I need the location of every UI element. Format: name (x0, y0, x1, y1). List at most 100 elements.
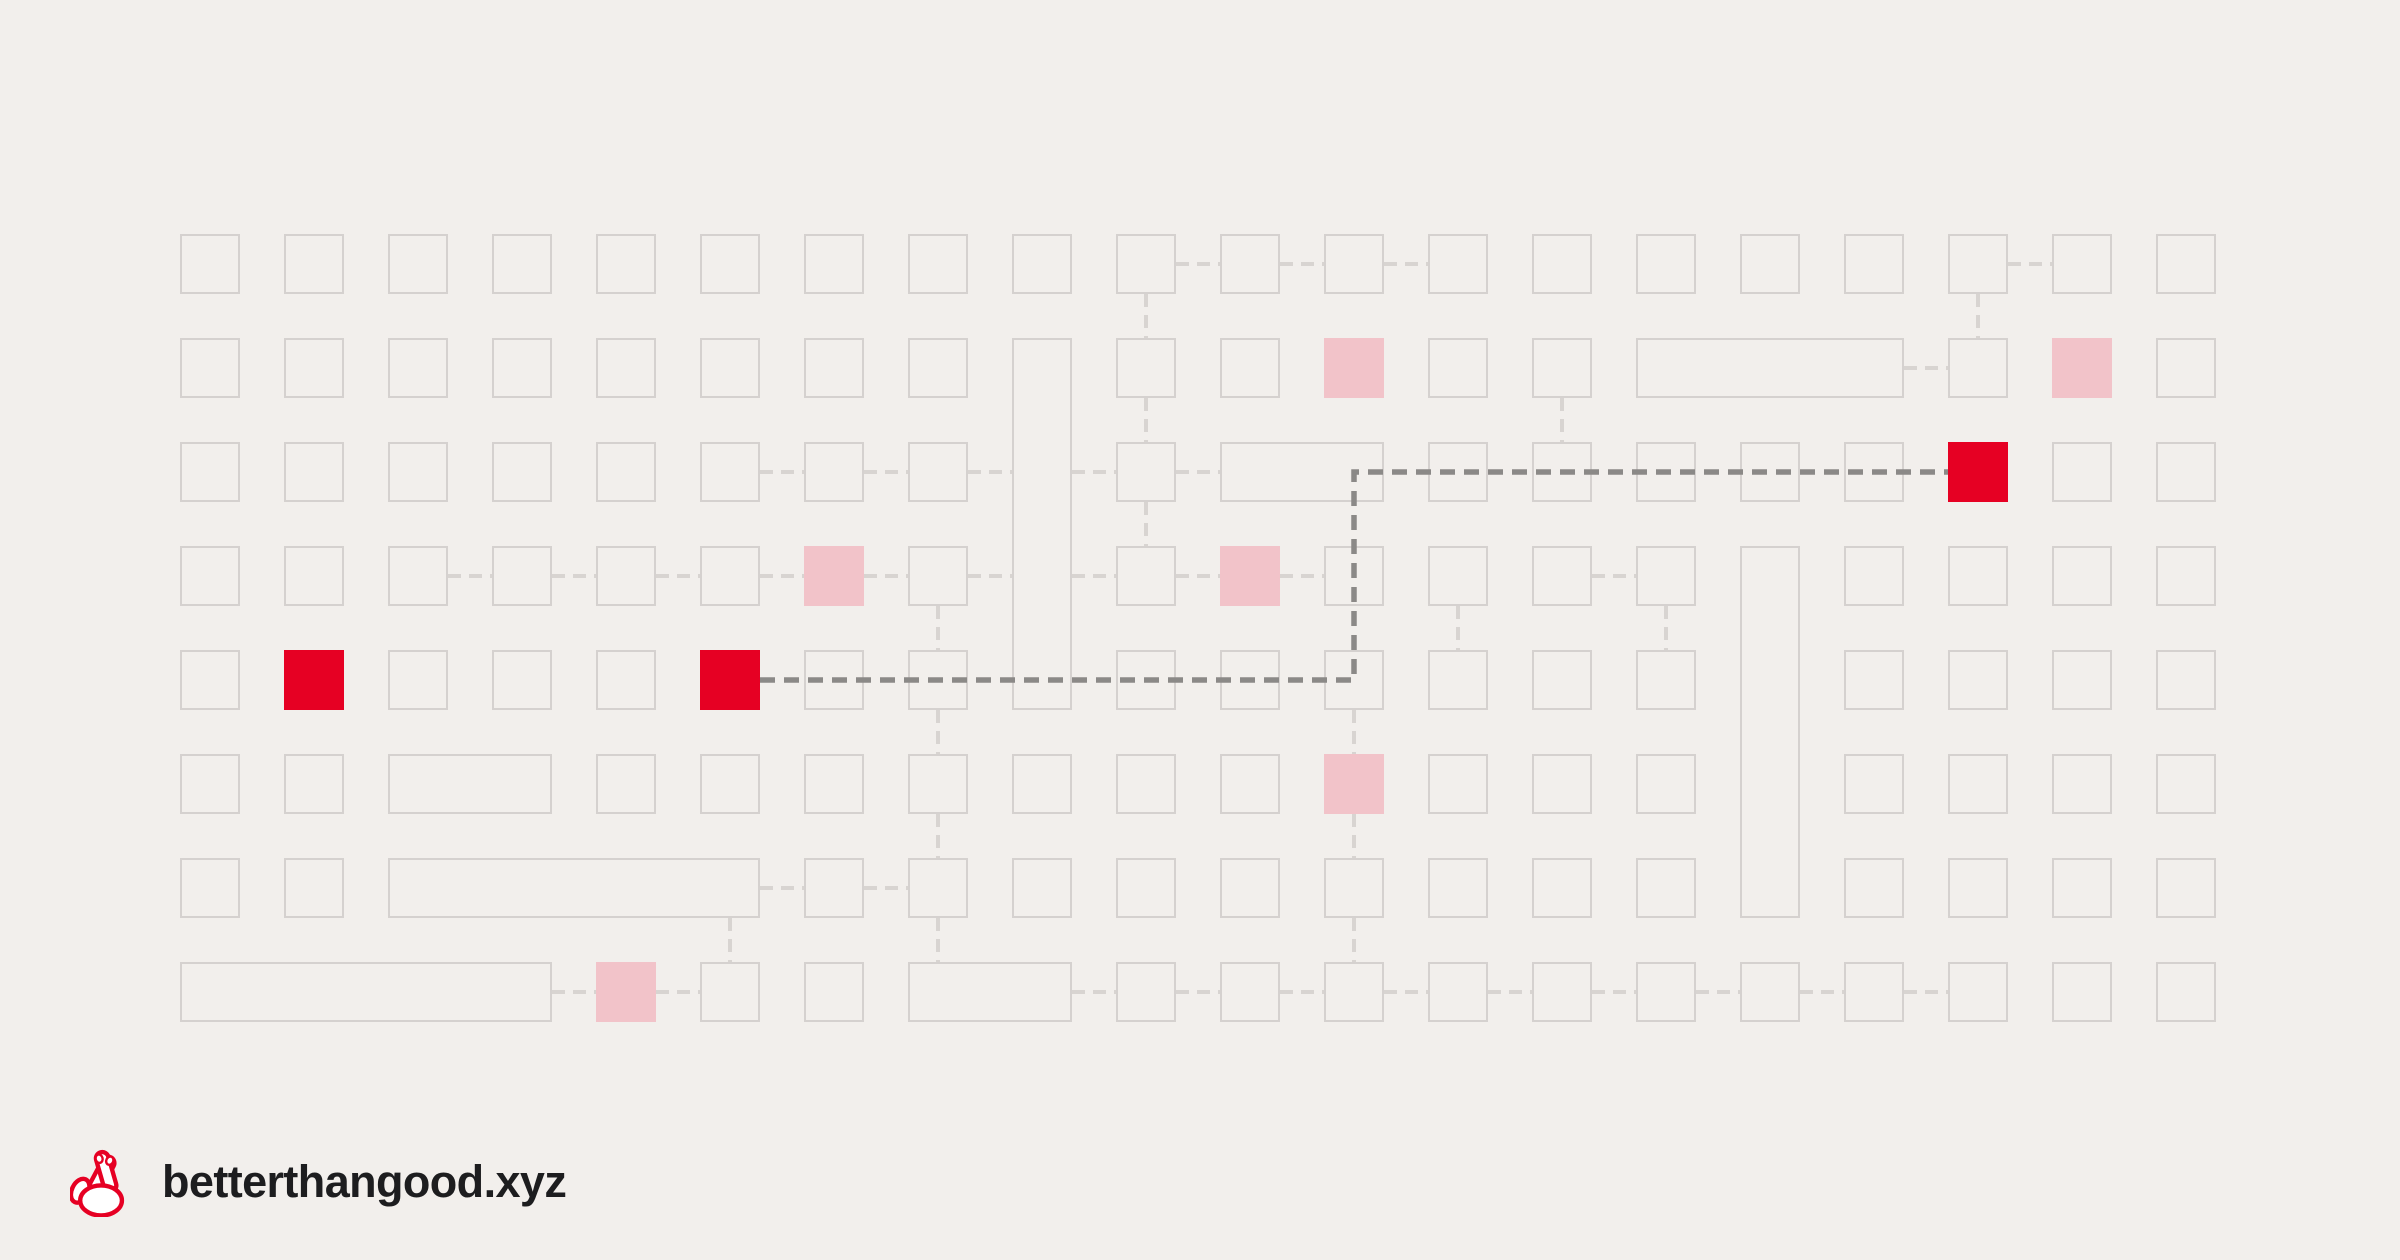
grid-cell (2052, 442, 2112, 502)
grid-cell (2156, 650, 2216, 710)
grid-cell (700, 338, 760, 398)
grid-cell (1532, 962, 1592, 1022)
pink-cell (1324, 754, 1384, 814)
merged-cell (1740, 546, 1800, 918)
grid-cell (804, 338, 864, 398)
grid-cell (804, 234, 864, 294)
grid-cell (1532, 338, 1592, 398)
grid-cell (2052, 962, 2112, 1022)
grid-cell (804, 754, 864, 814)
grid-cell (1636, 546, 1696, 606)
grid-cell (1636, 442, 1696, 502)
pink-cell (1324, 338, 1384, 398)
grid-cell (284, 442, 344, 502)
grid-cell (2156, 234, 2216, 294)
grid-cell (492, 338, 552, 398)
grid-cell (284, 754, 344, 814)
grid-cell (1116, 234, 1176, 294)
grid-cell (492, 546, 552, 606)
grid-cell (180, 546, 240, 606)
grid-cell (1324, 546, 1384, 606)
grid-cell (596, 442, 656, 502)
grid-cell (1844, 442, 1904, 502)
pink-cell (596, 962, 656, 1022)
grid-cell (596, 650, 656, 710)
merged-cell (1220, 442, 1384, 502)
grid-cell (1220, 234, 1280, 294)
grid-cell (1428, 754, 1488, 814)
grid-cell (1636, 754, 1696, 814)
grid-cell (284, 234, 344, 294)
grid-cell (2052, 754, 2112, 814)
grid-cell (1220, 858, 1280, 918)
grid-cell (1948, 858, 2008, 918)
grid-cell (1740, 962, 1800, 1022)
grid-cell (284, 546, 344, 606)
grid-cell (388, 442, 448, 502)
grid-cell (908, 858, 968, 918)
grid-cell (180, 442, 240, 502)
grid-cell (908, 546, 968, 606)
grid-cell (1532, 754, 1592, 814)
grid-cell (1428, 442, 1488, 502)
grid-cell (388, 546, 448, 606)
grid-cell (1012, 858, 1072, 918)
grid-cell (1012, 234, 1072, 294)
grid-cell (908, 338, 968, 398)
grid-cell (1324, 962, 1384, 1022)
red-cell (1948, 442, 2008, 502)
grid-cell (1220, 650, 1280, 710)
grid-cell (284, 858, 344, 918)
grid-cell (804, 858, 864, 918)
grid-cell (180, 234, 240, 294)
grid-cell (1220, 338, 1280, 398)
grid-cell (1844, 650, 1904, 710)
grid-cell (1636, 234, 1696, 294)
grid-cell (1428, 338, 1488, 398)
merged-cell (388, 858, 760, 918)
merged-cell (388, 754, 552, 814)
grid-cell (1948, 650, 2008, 710)
grid-cell (180, 858, 240, 918)
grid-cell (1220, 962, 1280, 1022)
grid-cell (700, 546, 760, 606)
grid-cell (2052, 858, 2112, 918)
grid-cell (180, 650, 240, 710)
grid-cell (2156, 442, 2216, 502)
grid-cell (1532, 858, 1592, 918)
grid-cell (1844, 962, 1904, 1022)
grid-cell (908, 650, 968, 710)
merged-cell (180, 962, 552, 1022)
grid-cell (908, 754, 968, 814)
grid-cell (1116, 962, 1176, 1022)
grid-cell (1428, 858, 1488, 918)
grid-cell (2156, 754, 2216, 814)
brand-wordmark: betterthangood.xyz (162, 1156, 567, 1207)
grid-cell (1948, 546, 2008, 606)
grid-cell (1948, 754, 2008, 814)
grid-cell (2052, 650, 2112, 710)
grid-cell (1948, 338, 2008, 398)
grid-cell (284, 338, 344, 398)
grid-cell (1116, 650, 1176, 710)
grid-cell (1636, 650, 1696, 710)
grid-cell (1740, 442, 1800, 502)
grid-cell (908, 234, 968, 294)
merged-cell (1636, 338, 1904, 398)
grid-cell (180, 338, 240, 398)
grid-cell (596, 754, 656, 814)
grid-cell (1116, 858, 1176, 918)
pink-cell (1220, 546, 1280, 606)
grid-cell (1532, 546, 1592, 606)
brand-logo[interactable]: betterthangood.xyz (70, 1144, 567, 1220)
grid-cell (388, 234, 448, 294)
grid-cell (1532, 442, 1592, 502)
grid-cell (1844, 754, 1904, 814)
grid-cell (1324, 234, 1384, 294)
grid-cell (2052, 546, 2112, 606)
pink-cell (2052, 338, 2112, 398)
grid-cell (1532, 650, 1592, 710)
grid-cell (1116, 754, 1176, 814)
